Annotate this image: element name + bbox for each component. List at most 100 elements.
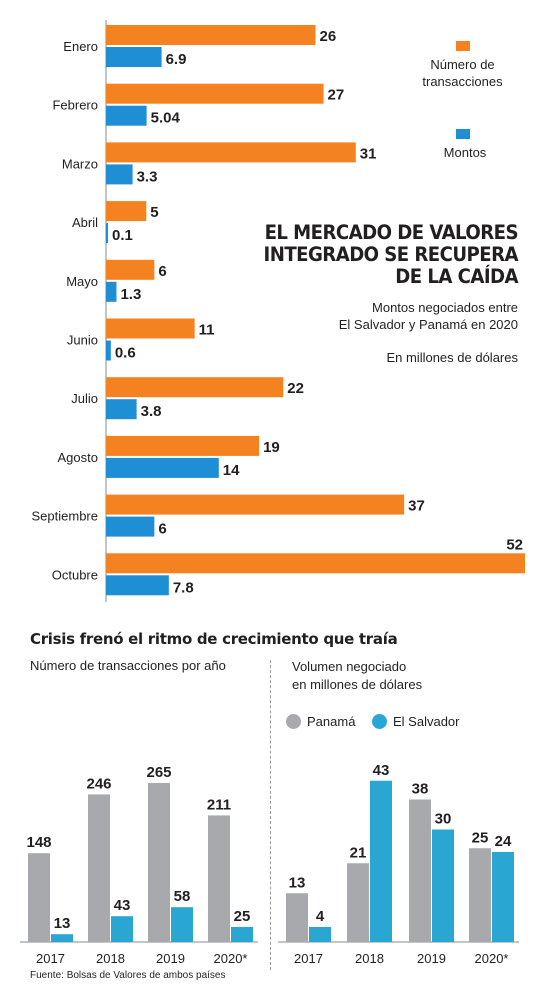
- section-divider: [270, 660, 271, 970]
- bar-montos-julio: [106, 399, 137, 420]
- volume-value-s1-2018: 21: [350, 844, 367, 861]
- volume-value-s1-2020: 25: [472, 829, 489, 846]
- value-label-transacciones-julio: 22: [287, 380, 304, 397]
- right-subtitle-line2: en millones de dólares: [292, 677, 423, 692]
- bar-transacciones-enero: [106, 25, 316, 45]
- source-note: Fuente: Bolsas de Valores de ambos paíse…: [30, 970, 226, 981]
- value-label-montos-septiembre: 6: [158, 521, 166, 538]
- value-label-montos-enero: 6.9: [166, 51, 187, 68]
- transactions-bar-s1-2017: [28, 853, 50, 942]
- bar-montos-agosto: [106, 457, 219, 478]
- value-label-transacciones-febrero: 27: [328, 87, 345, 104]
- value-label-transacciones-abril: 5: [150, 204, 158, 221]
- volume-year-label-2017: 2017: [294, 951, 323, 966]
- transactions-bar-s1-2020: [208, 815, 230, 942]
- value-label-transacciones-marzo: 31: [360, 145, 377, 162]
- transactions-year-label-2020: 2020*: [214, 951, 248, 966]
- section-title: Crisis frenó el ritmo de crecimiento que…: [30, 630, 398, 648]
- bar-transacciones-agosto: [106, 435, 260, 456]
- value-label-transacciones-agosto: 19: [263, 439, 280, 456]
- month-label-julio: Julio: [71, 391, 98, 406]
- value-label-transacciones-enero: 26: [320, 28, 337, 45]
- value-label-montos-marzo: 3.3: [137, 168, 158, 185]
- value-label-transacciones-octubre: 52: [506, 536, 523, 553]
- transactions-year-label-2017: 2017: [36, 951, 65, 966]
- main-subtitle: Montos negociados entre El Salvador y Pa…: [238, 299, 518, 333]
- volume-year-label-2018: 2018: [355, 951, 384, 966]
- legend-transacciones: Número de transacciones: [410, 56, 515, 90]
- right-chart-subtitle: Volumen negociado en millones de dólares: [292, 658, 472, 694]
- transactions-value-s2-2017: 13: [54, 915, 71, 932]
- main-title: EL MERCADO DE VALORES INTEGRADO SE RECUP…: [263, 221, 519, 288]
- volume-bar-s2-2019: [432, 829, 454, 942]
- volume-value-s2-2017: 4: [316, 908, 325, 925]
- units-note: En millones de dólares: [386, 350, 518, 365]
- right-subtitle-line1: Volumen negociado: [292, 659, 407, 674]
- legend-swatch-transacciones: [456, 41, 470, 51]
- transactions-year-label-2018: 2018: [96, 951, 125, 966]
- bar-transacciones-septiembre: [106, 494, 405, 515]
- left-chart-subtitle: Número de transacciones por año: [30, 658, 226, 673]
- bar-montos-enero: [106, 47, 162, 67]
- subtitle-line2: El Salvador y Panamá en 2020: [338, 317, 518, 332]
- volume-bar-s1-2020: [469, 848, 491, 942]
- bar-montos-junio: [106, 340, 111, 361]
- bar-montos-septiembre: [106, 516, 155, 537]
- value-label-montos-abril: 0.1: [112, 227, 133, 244]
- legend-transacciones-line1: Número de: [430, 57, 495, 72]
- transactions-bar-s1-2019: [148, 783, 170, 942]
- value-label-montos-agosto: 14: [223, 462, 240, 479]
- bar-montos-febrero: [106, 105, 147, 126]
- yearly-transactions-chart: 148 13 2017 246 43 2018 265 58 2019 211 25 2020*: [20, 764, 258, 966]
- transactions-bar-s2-2017: [51, 934, 73, 942]
- volume-bar-s2-2017: [309, 927, 331, 942]
- month-label-enero: Enero: [63, 39, 98, 54]
- bar-transacciones-mayo: [106, 259, 155, 280]
- volume-value-s1-2019: 38: [412, 781, 429, 798]
- month-label-febrero: Febrero: [52, 98, 98, 113]
- legend-montos: Montos: [443, 145, 487, 160]
- monthly-bar-chart: Enero 26 6.9 Febrero 27 5.04 Marzo 31 3.3 Abril 50…: [32, 20, 525, 602]
- volume-value-s2-2020: 24: [495, 833, 512, 850]
- transactions-value-s2-2019: 58: [174, 888, 191, 905]
- transactions-bar-s2-2019: [171, 907, 193, 942]
- transactions-value-s1-2017: 148: [26, 834, 51, 851]
- month-label-agosto: Agosto: [58, 450, 98, 465]
- subtitle-line1: Montos negociados entre: [372, 300, 518, 315]
- bar-montos-mayo: [106, 281, 117, 302]
- volume-value-s2-2019: 30: [435, 811, 452, 828]
- month-label-marzo: Marzo: [62, 156, 98, 171]
- volume-year-label-2019: 2019: [417, 951, 446, 966]
- transactions-value-s1-2020: 211: [207, 796, 231, 813]
- month-label-abril: Abril: [72, 215, 98, 230]
- volume-bar-s2-2018: [370, 780, 392, 942]
- volume-year-label-2020: 2020*: [475, 951, 509, 966]
- bar-montos-abril: [106, 223, 108, 244]
- legend-salvador: El Salvador: [372, 714, 459, 729]
- legend-salvador-label: El Salvador: [393, 714, 460, 729]
- transactions-bar-s2-2020: [231, 927, 253, 942]
- bar-transacciones-julio: [106, 377, 284, 398]
- transactions-value-s2-2018: 43: [114, 897, 131, 914]
- volume-bar-s1-2017: [286, 893, 308, 942]
- month-label-mayo: Mayo: [66, 274, 98, 289]
- volume-bar-s1-2018: [347, 863, 369, 942]
- month-label-junio: Junio: [67, 333, 98, 348]
- bar-transacciones-abril: [106, 201, 147, 222]
- legend-transacciones-line2: transacciones: [422, 74, 503, 89]
- volume-bar-s2-2020: [492, 852, 514, 942]
- value-label-montos-julio: 3.8: [141, 403, 162, 420]
- legend-panama: Panamá: [286, 714, 355, 729]
- value-label-montos-febrero: 5.04: [151, 110, 181, 127]
- bar-transacciones-junio: [106, 318, 195, 339]
- legend-dot-panama: [286, 714, 301, 729]
- yearly-volume-chart: 13 4 2017 21 43 2018 38 30 2019 25 24 2020*: [278, 762, 519, 966]
- legend-swatch-montos: [456, 129, 470, 139]
- transactions-bar-s2-2018: [111, 916, 133, 942]
- bar-montos-marzo: [106, 164, 133, 185]
- volume-value-s2-2018: 43: [373, 762, 390, 779]
- transactions-year-label-2019: 2019: [156, 951, 185, 966]
- volume-value-s1-2017: 13: [289, 874, 306, 891]
- month-label-octubre: Octubre: [52, 567, 98, 582]
- transactions-bar-s1-2018: [88, 794, 110, 942]
